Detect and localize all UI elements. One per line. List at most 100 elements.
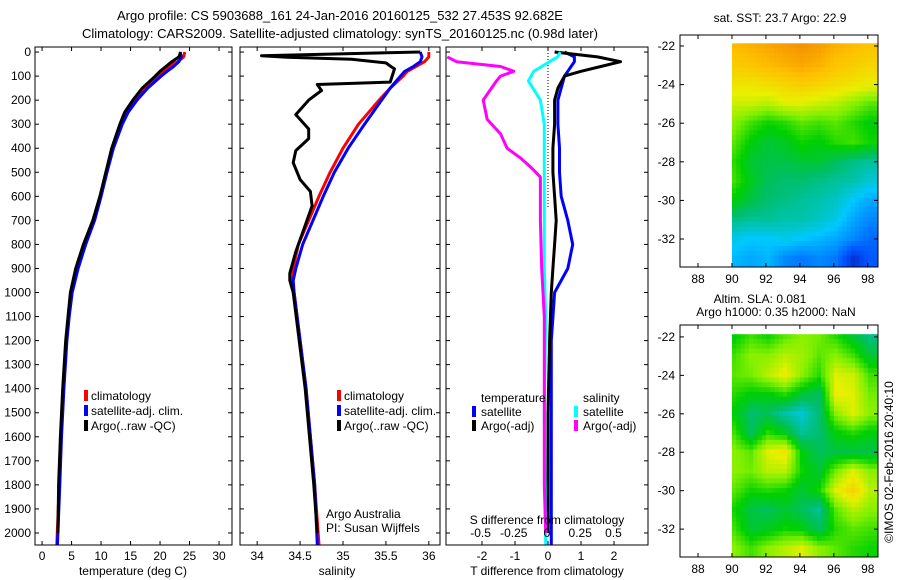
heatmap-cell	[744, 260, 750, 266]
heatmap-cell	[795, 212, 801, 218]
heatmap-cell	[808, 521, 814, 527]
heatmap-cell	[850, 91, 856, 97]
heatmap-cell	[825, 454, 831, 460]
legend-label-argo: Argo(..raw -QC)	[91, 419, 176, 433]
heatmap-cell	[876, 241, 878, 247]
heatmap-cell	[748, 212, 754, 218]
heatmap-cell	[808, 236, 814, 242]
heatmap-cell	[770, 241, 775, 247]
series-group	[260, 50, 431, 545]
heatmap-cell	[787, 96, 792, 102]
heatmap-cell	[872, 149, 877, 155]
heatmap-cell	[859, 125, 865, 131]
heatmap-cell	[753, 502, 758, 508]
heatmap-cell	[863, 492, 869, 499]
heatmap-cell	[863, 516, 869, 523]
heatmap-cell	[876, 343, 878, 350]
heatmap-cell	[838, 202, 843, 208]
heatmap-cell	[761, 464, 767, 470]
heatmap-cell	[778, 363, 784, 369]
heatmap-cell	[732, 367, 737, 374]
heatmap-cell	[859, 115, 865, 122]
heatmap-cell	[774, 439, 780, 446]
heatmap-cell	[863, 231, 869, 237]
heatmap-cell	[881, 344, 886, 349]
heatmap-cell	[804, 415, 809, 422]
heatmap-cell	[833, 415, 839, 422]
heatmap-cell	[774, 120, 780, 126]
heatmap-cell	[816, 149, 822, 155]
heatmap-cell	[850, 241, 856, 247]
heatmap-cell	[842, 430, 848, 436]
heatmap-cell	[881, 67, 886, 72]
heatmap-cell	[876, 270, 881, 275]
heatmap-cell	[761, 425, 767, 431]
heatmap-cell	[821, 502, 826, 508]
heatmap-cell	[744, 468, 750, 475]
heatmap-cell	[867, 207, 873, 213]
heatmap-cell	[740, 159, 746, 165]
heatmap-cell	[825, 173, 831, 179]
heatmap-cell	[821, 526, 826, 532]
heatmap-cell	[842, 425, 848, 431]
heatmap-cell	[774, 159, 780, 165]
heatmap-cell	[757, 48, 763, 54]
heatmap-cell	[842, 483, 848, 489]
heatmap-cell	[863, 488, 869, 494]
heatmap-cell	[799, 91, 805, 97]
heatmap-cell	[748, 468, 754, 475]
heatmap-cell	[821, 260, 826, 266]
heatmap-cell	[787, 265, 792, 267]
heatmap-cell	[744, 444, 750, 451]
heatmap-cell	[748, 192, 754, 199]
heatmap-cell	[829, 483, 835, 489]
heatmap-cell	[881, 358, 886, 363]
heatmap-cell	[872, 77, 877, 83]
heatmap-cell	[761, 110, 767, 117]
heatmap-cell	[761, 265, 767, 267]
heatmap-cell	[753, 115, 758, 122]
heatmap-cell	[872, 435, 877, 441]
heatmap-cell	[812, 231, 818, 237]
heatmap-cell	[825, 464, 831, 470]
heatmap-cell	[808, 497, 814, 503]
heatmap-cell	[778, 512, 784, 518]
heatmap-cell	[808, 353, 814, 359]
heatmap-cell	[850, 473, 856, 479]
heatmap-cell	[740, 439, 746, 446]
heatmap-cell	[859, 192, 865, 199]
heatmap-cell	[778, 411, 784, 417]
heatmap-cell	[770, 207, 775, 213]
heatmap-cell	[846, 387, 852, 393]
heatmap-cell	[838, 72, 843, 78]
heatmap-cell	[829, 425, 835, 431]
heatmap-cell	[847, 560, 852, 565]
heatmap-cell	[732, 168, 737, 175]
heatmap-cell	[732, 396, 737, 403]
heatmap-cell	[791, 149, 797, 155]
heatmap-cell	[816, 435, 822, 441]
heatmap-cell	[765, 540, 771, 547]
heatmap-cell	[770, 62, 775, 68]
heatmap-cell	[740, 260, 746, 266]
heatmap-cell	[774, 435, 780, 441]
heatmap-cell	[791, 439, 797, 446]
lon-tick-label: 88	[691, 562, 705, 576]
heatmap-cell	[765, 435, 771, 441]
heatmap-cell	[829, 139, 835, 146]
heatmap-cell	[881, 53, 886, 58]
heatmap-cell	[778, 521, 784, 527]
series-line-s-argo-adj-	[446, 55, 548, 534]
heatmap-cell	[825, 62, 831, 68]
lon-tick-label: 98	[861, 272, 875, 286]
heatmap-cell	[757, 246, 763, 252]
heatmap-cell	[799, 86, 805, 93]
heatmap-cell	[782, 382, 788, 388]
heatmap-cell	[782, 72, 788, 78]
heatmap-cell	[753, 231, 758, 237]
heatmap-cell	[872, 464, 877, 470]
heatmap-cell	[872, 512, 877, 518]
heatmap-cell	[740, 110, 746, 117]
lon-tick-label: 96	[827, 272, 841, 286]
